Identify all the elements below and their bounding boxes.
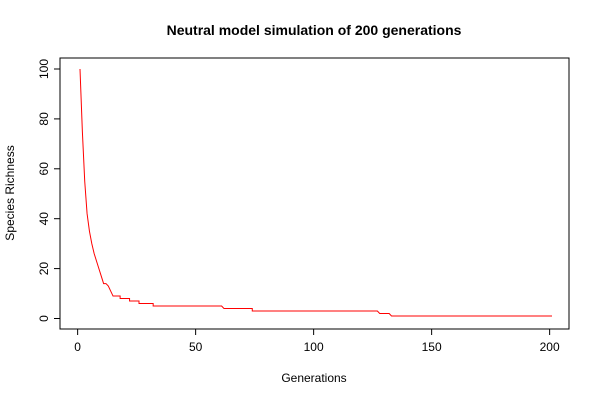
x-tick-label: 100 <box>304 340 324 354</box>
chart-title: Neutral model simulation of 200 generati… <box>167 22 462 38</box>
x-axis: 0 50 100 150 200 <box>74 328 560 354</box>
y-tick-label: 60 <box>37 162 51 176</box>
x-tick-label: 50 <box>189 340 203 354</box>
plot-frame <box>59 57 570 330</box>
y-tick-label: 80 <box>37 112 51 126</box>
y-axis-label: Species Richness <box>3 145 17 240</box>
y-tick-label: 20 <box>37 262 51 276</box>
x-tick-label: 0 <box>74 340 81 354</box>
y-axis: 0 20 40 60 80 100 <box>37 59 61 322</box>
series-layer <box>79 68 552 317</box>
x-tick-label: 200 <box>540 340 560 354</box>
x-tick-label: 150 <box>422 340 442 354</box>
y-tick-label: 0 <box>37 315 51 322</box>
series-line <box>79 68 552 317</box>
y-tick-label: 40 <box>37 212 51 226</box>
y-tick-label: 100 <box>37 59 51 79</box>
x-axis-label: Generations <box>281 371 346 385</box>
